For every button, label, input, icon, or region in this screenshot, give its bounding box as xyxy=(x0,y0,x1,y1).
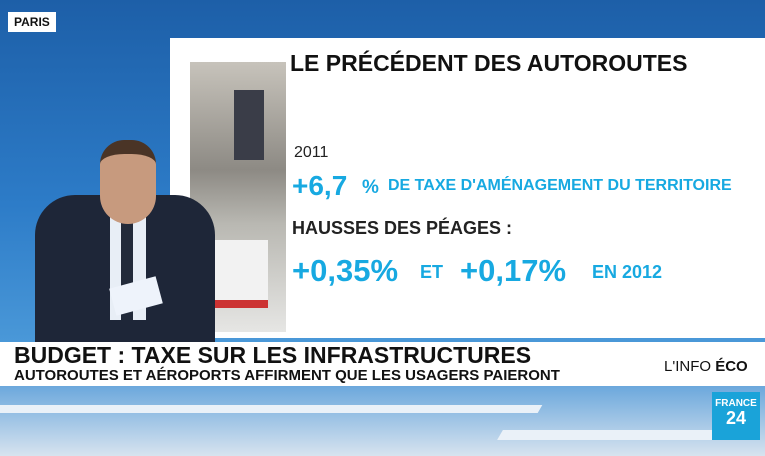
floor-stripe xyxy=(0,405,543,413)
presenter-head xyxy=(100,140,156,224)
panel-year: 2011 xyxy=(294,144,329,161)
panel-title: LE PRÉCÉDENT DES AUTOROUTES xyxy=(290,50,688,76)
banner-headline: BUDGET : TAXE SUR LES INFRASTRUCTURES xyxy=(14,342,532,368)
rise-1: +0,35% xyxy=(292,253,399,288)
photo-truck xyxy=(208,240,268,308)
channel-logo: FRANCE 24 xyxy=(712,392,760,440)
section-bold: ÉCO xyxy=(715,358,748,375)
year-2: EN 2012 xyxy=(592,262,663,282)
section: L'INFO xyxy=(664,358,712,375)
studio-floor xyxy=(0,385,765,456)
photo-sign xyxy=(234,90,264,160)
banner-subline: AUTOROUTES ET AÉROPORTS AFFIRMENT QUE LE… xyxy=(14,367,560,384)
section-label: L'INFO ÉCO xyxy=(664,358,748,375)
logo-line-1: FRANCE xyxy=(715,398,757,409)
stat-value: +6,7 xyxy=(292,170,348,201)
stat-text: DE TAXE D'AMÉNAGEMENT DU TERRITOIRE xyxy=(388,177,732,194)
logo-line-2: 24 xyxy=(725,408,747,428)
lower-third xyxy=(0,342,765,386)
conjunction: ET xyxy=(420,262,444,282)
location-tag: PARIS xyxy=(8,12,56,32)
panel-subtitle: HAUSSES DES PÉAGES : xyxy=(292,218,513,238)
floor-stripe xyxy=(497,430,733,440)
rise-2: +0,17% xyxy=(460,253,567,288)
stat-unit: % xyxy=(362,177,379,198)
